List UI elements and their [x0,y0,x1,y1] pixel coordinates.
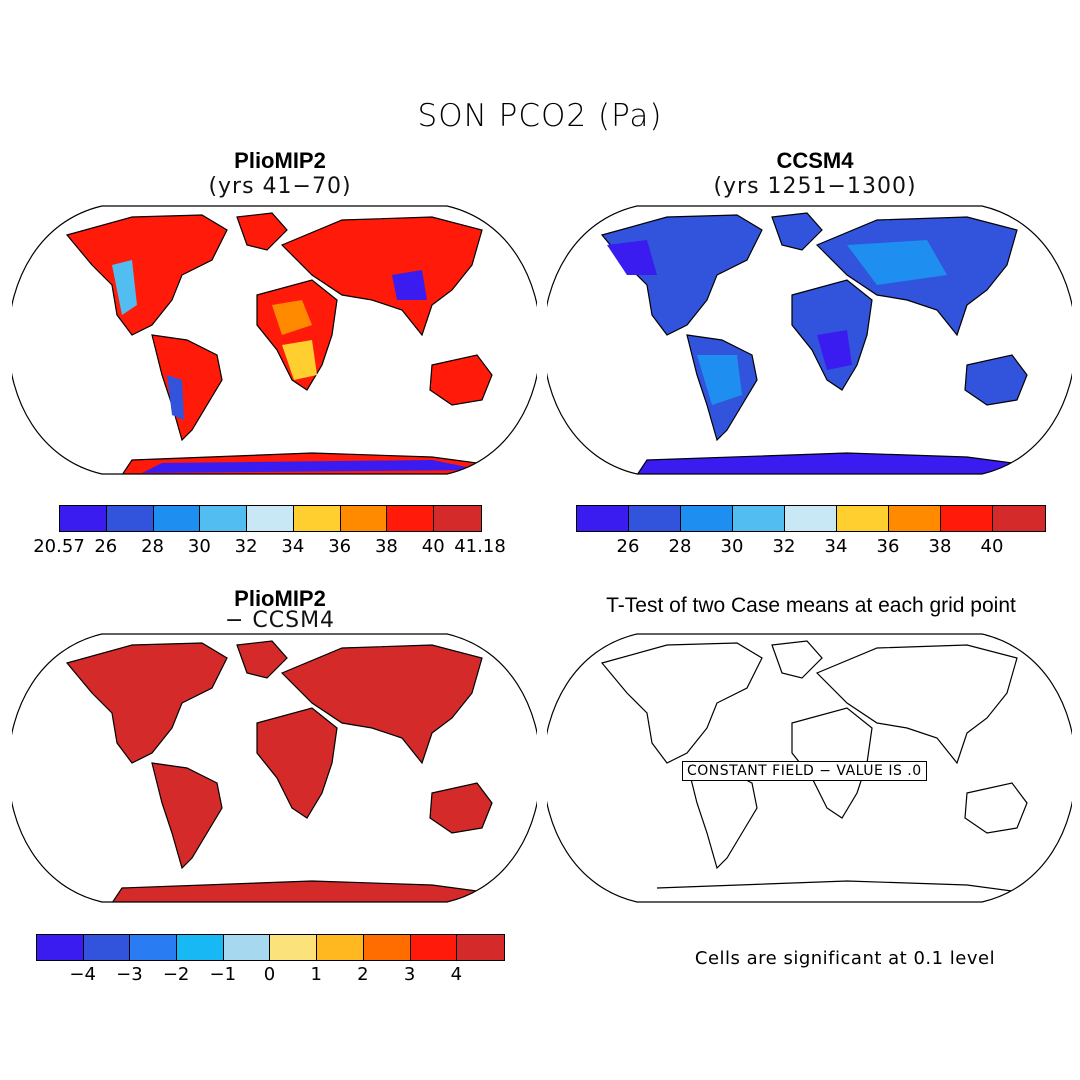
colorbar-difference-swatch-5 [270,935,318,960]
map-ccsm4 [547,205,1072,475]
colorbar-ccsm4-swatch-5 [837,506,889,531]
colorbar-tick-label: −4 [69,964,96,985]
panel-title-ccsm4: CCSM4 [776,148,854,173]
colorbar-difference-swatch-7 [363,935,411,960]
colorbar-tick-label: 38 [928,536,952,557]
colorbar-tick-label: 34 [824,536,848,557]
colorbar-tick-label: −3 [116,964,143,985]
colorbar-ccsm4-swatch-8 [993,506,1045,531]
colorbar-tick-label: 38 [374,536,398,557]
colorbar-pliomip2-swatch-4 [247,506,294,531]
colorbar-ccsm4-swatch-7 [941,506,993,531]
colorbar-difference-swatch-9 [457,935,504,960]
colorbar-tick-label: 28 [668,536,692,557]
colorbar-ccsm4 [576,505,1046,532]
colorbar-pliomip2 [59,505,482,532]
colorbar-tick-label: 40 [421,536,445,557]
colorbar-difference-swatch-0 [37,935,84,960]
panel-title-difference: PlioMIP2 [234,586,326,611]
pco2-anomaly-patches [112,260,482,473]
constant-field-label: CONSTANT FIELD − VALUE IS .0 [682,761,927,781]
continents-difference [65,640,493,902]
colorbar-difference-swatch-8 [410,935,458,960]
colorbar-ccsm4-swatch-1 [629,506,681,531]
colorbar-difference-swatch-2 [130,935,178,960]
panel-subtitle-difference: − CCSM4 [224,608,336,633]
colorbar-tick-label: 0 [263,964,276,985]
colorbar-tick-label: −2 [162,964,190,985]
colorbar-ticks-pliomip2: 20.57 26 28 30 32 34 36 38 40 41.18 [33,536,506,560]
colorbar-tick-label: 2 [357,964,369,985]
colorbar-pliomip2-swatch-2 [153,506,201,531]
colorbar-tick-label: 4 [450,964,463,985]
colorbar-difference-swatch-3 [177,935,224,960]
colorbar-tick-label: 1 [310,964,322,985]
colorbar-ccsm4-swatch-0 [577,506,629,531]
colorbar-ccsm4-swatch-6 [889,506,941,531]
colorbar-tick-label: 40 [980,536,1004,557]
colorbar-pliomip2-swatch-5 [293,506,341,531]
colorbar-tick-label: 32 [234,536,258,557]
panel-title-ttest: T-Test of two Case means at each grid po… [606,594,1016,617]
colorbar-tick-label: 36 [876,536,900,557]
colorbar-ccsm4-swatch-3 [733,506,785,531]
panel-subtitle-ccsm4: (yrs 1251−1300) [713,174,917,199]
continents-ttest [600,640,1028,894]
map-pliomip2 [12,205,537,475]
figure-title: SON PCO2 (Pa) [417,98,663,134]
panel-title-pliomip2: PlioMIP2 [234,148,326,173]
colorbar-tick-label: 30 [720,536,744,557]
continents-ccsm4 [600,212,1028,474]
continents-pliomip2 [65,212,493,474]
colorbar-tick-label: 41.18 [454,536,506,557]
colorbar-ccsm4-swatch-2 [681,506,733,531]
colorbar-ccsm4-swatch-4 [785,506,837,531]
panel-subtitle-pliomip2: (yrs 41−70) [208,174,352,199]
colorbar-pliomip2-swatch-6 [340,506,388,531]
colorbar-pliomip2-swatch-8 [434,506,481,531]
colorbar-tick-label: 30 [187,536,211,557]
colorbar-tick-label: 36 [328,536,352,557]
colorbar-pliomip2-swatch-3 [200,506,248,531]
colorbar-difference-swatch-4 [223,935,271,960]
colorbar-tick-label: 32 [772,536,796,557]
colorbar-tick-label: 26 [94,536,118,557]
colorbar-tick-label: 34 [281,536,305,557]
colorbar-ticks-ccsm4: 26 28 30 32 34 36 38 40 [576,536,1044,560]
colorbar-pliomip2-swatch-0 [60,506,107,531]
colorbar-tick-label: 28 [141,536,164,557]
ccsm4-patches [607,240,947,405]
colorbar-ticks-difference: −4 −3 −2 −1 0 1 2 3 4 [36,964,503,988]
colorbar-difference [36,934,505,961]
colorbar-tick-label: 3 [403,964,416,985]
colorbar-pliomip2-swatch-7 [387,506,435,531]
map-difference [12,633,537,903]
colorbar-tick-label: 20.57 [33,536,85,557]
colorbar-difference-swatch-1 [83,935,131,960]
colorbar-difference-swatch-6 [317,935,364,960]
colorbar-tick-label: 26 [616,536,640,557]
colorbar-pliomip2-swatch-1 [106,506,154,531]
significance-note: Cells are significant at 0.1 level [694,948,996,969]
colorbar-tick-label: −1 [209,964,237,985]
map-ttest [547,633,1072,903]
